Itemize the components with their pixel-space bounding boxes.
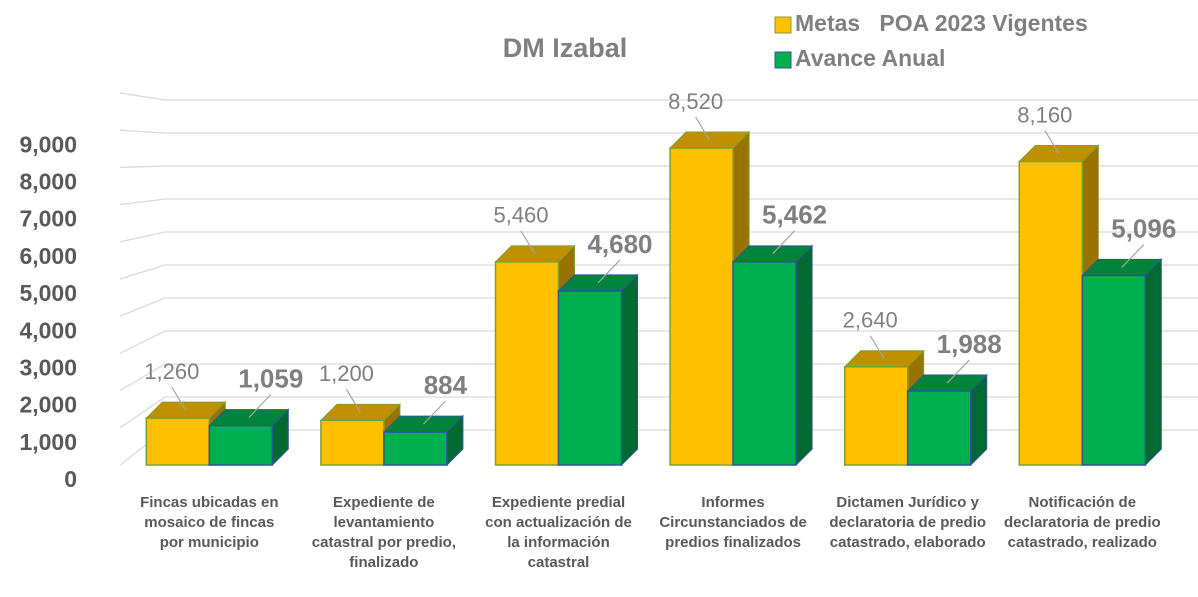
value-label: 1,059 bbox=[238, 363, 303, 393]
grid-line bbox=[119, 231, 1198, 243]
bar-front bbox=[843, 366, 909, 466]
bar-side bbox=[1144, 258, 1162, 467]
value-label: 8,520 bbox=[668, 89, 723, 114]
bar bbox=[906, 373, 988, 467]
y-tick-label: 3,000 bbox=[19, 354, 77, 380]
leader-line bbox=[772, 230, 796, 255]
grid-line bbox=[119, 297, 1198, 317]
x-tick-label: Dictamen Jurídico y declaratoria de pred… bbox=[829, 494, 987, 551]
value-label: 8,160 bbox=[1017, 102, 1072, 127]
bar-front bbox=[669, 147, 734, 466]
value-label: 5,460 bbox=[493, 203, 548, 228]
x-tick-label: Fincas ubicadas en mosaico de fincas por… bbox=[140, 494, 279, 551]
legend-swatch bbox=[774, 51, 792, 69]
y-tick-label: 2,000 bbox=[19, 392, 77, 418]
leader-line bbox=[695, 116, 711, 141]
x-tick-label: Notificación de declaratoria de predio c… bbox=[1003, 494, 1161, 551]
bar-side bbox=[621, 273, 638, 467]
y-tick-label: 6,000 bbox=[19, 243, 77, 269]
grid-line bbox=[119, 129, 1198, 134]
bar-front bbox=[1018, 160, 1084, 466]
grid-line bbox=[119, 330, 1198, 354]
bar bbox=[557, 273, 639, 467]
bar-front bbox=[383, 431, 448, 466]
bar bbox=[1081, 258, 1163, 467]
grid-line bbox=[119, 165, 1198, 169]
bar-side bbox=[795, 244, 813, 467]
y-tick-label: 4,000 bbox=[19, 317, 77, 343]
grid-line bbox=[119, 198, 1198, 206]
bar bbox=[731, 244, 814, 467]
value-label: 5,096 bbox=[1111, 213, 1176, 243]
value-label: 2,640 bbox=[843, 308, 898, 333]
bar-front bbox=[557, 290, 623, 466]
leader-line bbox=[422, 400, 446, 425]
legend-label: Avance Anual bbox=[795, 45, 945, 71]
leader-line bbox=[869, 335, 885, 360]
leader-line bbox=[171, 386, 187, 411]
value-label: 4,680 bbox=[587, 229, 652, 259]
bar-front bbox=[1081, 274, 1147, 466]
y-tick-label: 1,000 bbox=[19, 429, 77, 455]
value-label: 884 bbox=[424, 370, 468, 400]
leader-line bbox=[345, 389, 361, 413]
x-tick-label: Expediente de levantamiento catastral po… bbox=[311, 494, 456, 571]
y-tick-label: 8,000 bbox=[19, 168, 77, 194]
leader-line bbox=[520, 230, 536, 255]
bar-front bbox=[208, 424, 274, 466]
leader-line bbox=[946, 359, 970, 384]
legend-label: Metas POA 2023 Vigentes bbox=[795, 10, 1088, 36]
legend-swatch bbox=[774, 16, 792, 34]
leader-line bbox=[597, 259, 621, 284]
value-label: 1,200 bbox=[319, 361, 374, 386]
leader-line bbox=[248, 394, 272, 419]
bar-front bbox=[145, 417, 211, 466]
x-tick-label: Informes Circunstanciados de predios fin… bbox=[659, 494, 807, 551]
value-label: 1,260 bbox=[144, 359, 199, 384]
x-tick-label: Expediente predial con actualización de … bbox=[485, 494, 632, 571]
value-label: 5,462 bbox=[762, 200, 827, 230]
grid-line bbox=[119, 264, 1198, 280]
bar-front bbox=[906, 390, 972, 466]
value-label: 1,988 bbox=[937, 329, 1002, 359]
y-tick-label: 5,000 bbox=[19, 280, 77, 306]
bar-front bbox=[732, 261, 797, 466]
y-tick-label: 0 bbox=[64, 466, 77, 492]
bar-front bbox=[494, 261, 560, 466]
y-tick-label: 7,000 bbox=[19, 206, 77, 232]
bar bbox=[208, 408, 290, 467]
leader-line bbox=[1121, 244, 1145, 268]
y-tick-label: 9,000 bbox=[19, 131, 77, 157]
leader-line bbox=[1044, 130, 1060, 154]
chart-title: DM Izabal bbox=[503, 33, 628, 63]
bar-front bbox=[320, 419, 385, 466]
grid-line bbox=[119, 92, 1198, 101]
